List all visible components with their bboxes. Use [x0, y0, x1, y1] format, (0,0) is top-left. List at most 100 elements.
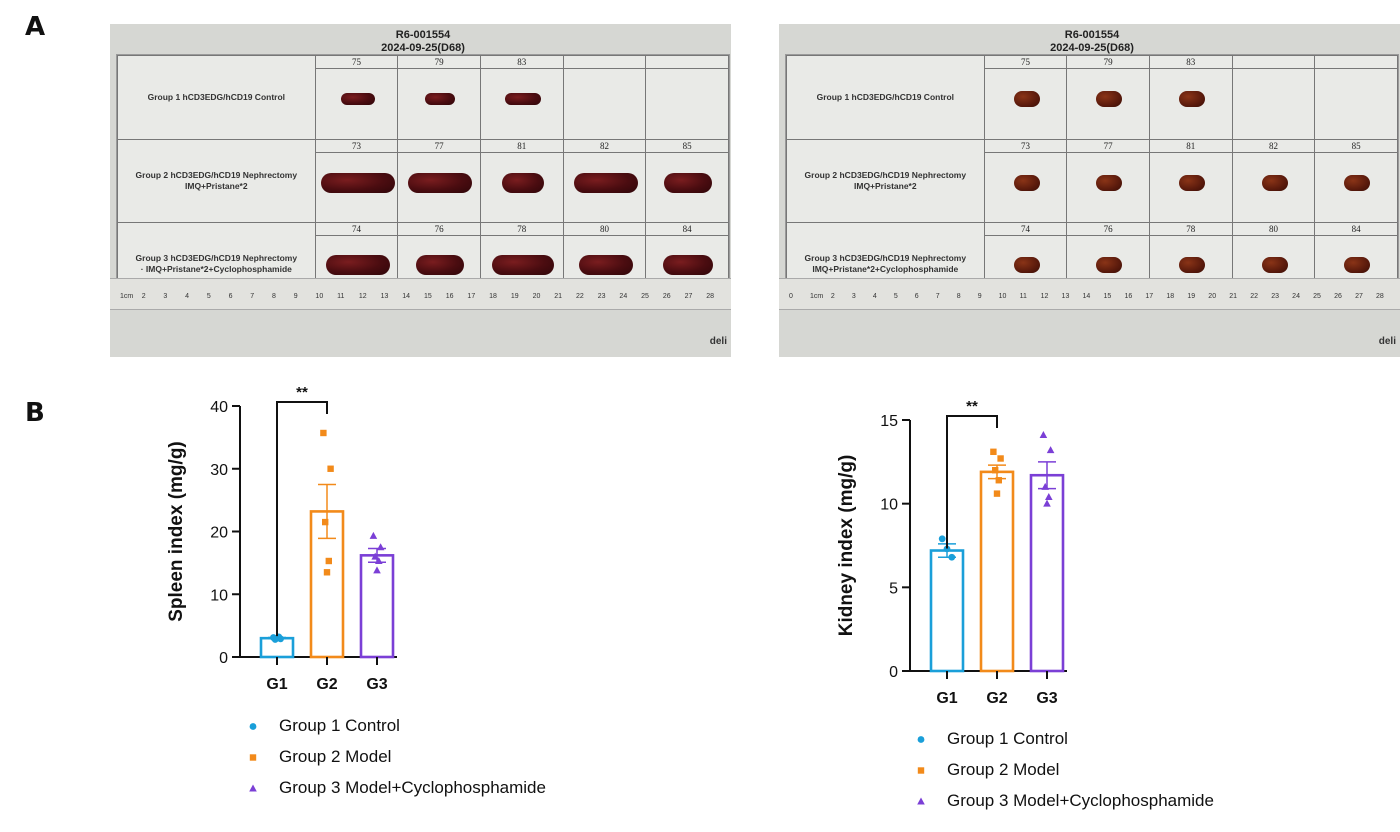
kidney-sample	[1344, 174, 1371, 191]
ruler-mark: 0	[789, 293, 793, 300]
panel-a-label: A	[25, 12, 46, 42]
animal-id: 76	[398, 223, 480, 237]
ruler-mark: 9	[293, 293, 298, 300]
ruler-mark: 10	[315, 293, 324, 300]
animal-cell: 77	[1066, 138, 1150, 224]
data-point	[997, 455, 1004, 462]
significance-label: **	[966, 398, 978, 415]
animal-id	[1315, 56, 1397, 69]
animal-cell: 81	[479, 138, 564, 224]
animal-id	[563, 56, 646, 69]
group-label: Group 1 hCD3EDG/hCD19 Control	[786, 55, 985, 140]
animal-cell: 82	[562, 138, 647, 224]
data-point	[992, 467, 999, 474]
ruler-mark: 27	[1355, 293, 1363, 300]
ruler-mark: 11	[337, 293, 345, 300]
ruler-mark: 23	[597, 293, 606, 300]
ruler-mark: 15	[424, 293, 432, 300]
kidney-sample	[1344, 257, 1371, 274]
ruler-mark: 19	[1187, 293, 1196, 300]
ruler-mark: 24	[619, 293, 628, 300]
animal-id: 85	[646, 140, 728, 153]
significance-bracket	[276, 401, 328, 637]
animal-id: 75	[315, 56, 398, 69]
spleen-sample	[664, 172, 713, 193]
animal-cell: 81	[1148, 138, 1233, 224]
y-tick-label: 5	[889, 580, 898, 597]
ruler-mark: 10	[998, 293, 1007, 300]
animal-cell: 83	[479, 55, 564, 140]
animal-cell	[1231, 55, 1316, 140]
kidney-sample	[1261, 257, 1288, 274]
legend-label: Group 2 Model	[279, 746, 392, 766]
ruler-mark: 1cm	[120, 293, 134, 300]
ruler-mark: 16	[445, 293, 454, 300]
legend-marker	[239, 720, 267, 732]
ruler: 1cm 2 3 4 5 6 7 8 9 10 11 12 13 14 15 16 17 18 19 20 21 22 23 2…	[110, 278, 731, 310]
animal-id: 82	[563, 140, 646, 153]
ruler-mark: 21	[554, 293, 563, 300]
animal-cell: 83	[1148, 55, 1233, 140]
animal-cell: 85	[645, 138, 729, 224]
animal-id: 84	[1315, 223, 1397, 237]
ruler-mark: 7	[935, 293, 940, 300]
spleen-sample	[573, 172, 638, 193]
legend-item: Group 3 Model+Cyclophosphamide	[239, 772, 546, 803]
y-tick-label: 30	[210, 462, 228, 479]
ruler-mark: 15	[1103, 293, 1112, 300]
group-row: Group 1 hCD3EDG/hCD19 Control 75 79 83	[117, 55, 729, 140]
ruler-mark: 5	[893, 293, 898, 300]
ruler-mark: 9	[977, 293, 982, 300]
legend-marker-shape	[249, 722, 257, 730]
ruler-mark: 4	[872, 293, 877, 300]
animal-id: 79	[398, 56, 480, 69]
bar-g2	[979, 470, 1015, 673]
ruler-mark: 8	[272, 293, 276, 300]
data-point	[369, 531, 378, 539]
ruler-mark: 25	[641, 293, 649, 300]
x-tick-label: G3	[366, 676, 387, 693]
legend-item: Group 2 Model	[907, 754, 1214, 785]
spleen-sample	[425, 93, 456, 105]
spleen-sample	[325, 255, 390, 276]
data-point	[322, 518, 329, 526]
legend-label: Group 2 Model	[947, 759, 1060, 779]
legend-item: Group 3 Model+Cyclophosphamide	[907, 785, 1214, 816]
group-row: Group 1 hCD3EDG/hCD19 Control 75 79 83	[786, 55, 1398, 140]
ruler-mark: 20	[1208, 293, 1217, 300]
ruler-mark: 4	[185, 293, 190, 300]
ruler-mark: 23	[1271, 293, 1279, 300]
legend-marker	[907, 733, 935, 745]
y-tick-label: 0	[889, 664, 898, 681]
data-point	[323, 569, 331, 576]
kidney-index-chart: 0 5 10 15 Kidney index (mg/g) G1 G2 G3 **	[836, 398, 1067, 707]
legend-marker-shape	[917, 797, 925, 804]
animal-cell: 79	[397, 55, 481, 140]
group-label-line2: · IMQ+Pristane*2+Cyclophosphamide	[140, 263, 292, 274]
animal-id: 77	[1067, 140, 1149, 153]
animal-id: 74	[984, 223, 1067, 237]
legend-marker-shape	[917, 735, 925, 743]
ruler-mark: 14	[402, 293, 411, 300]
data-point	[327, 465, 334, 472]
data-point	[376, 543, 385, 551]
ruler-mark: 6	[914, 293, 919, 300]
ruler-mark: 26	[662, 293, 671, 300]
ruler-mark: 21	[1229, 293, 1238, 300]
group-label-line1: Group 2 hCD3EDG/hCD19 Nephrectomy	[135, 170, 298, 181]
kidney-sample	[1178, 174, 1205, 191]
kidney-sample	[1178, 91, 1205, 107]
ruler-mark: 11	[1019, 293, 1027, 300]
significance-bracket	[946, 415, 998, 549]
group-label-line2: IMQ+Pristane*2+Cyclophosphamide	[812, 263, 959, 274]
animal-id: 81	[480, 140, 563, 153]
animal-id	[646, 56, 728, 69]
kidney-sample	[1178, 257, 1205, 274]
ruler-mark: 28	[706, 293, 715, 300]
y-tick-label: 10	[880, 497, 898, 514]
ruler-mark: 14	[1082, 293, 1091, 300]
legend-label: Group 3 Model+Cyclophosphamide	[947, 790, 1214, 810]
spleen-sample	[491, 255, 554, 276]
y-tick-label: 10	[210, 587, 228, 604]
ruler-mark: 22	[576, 293, 584, 300]
